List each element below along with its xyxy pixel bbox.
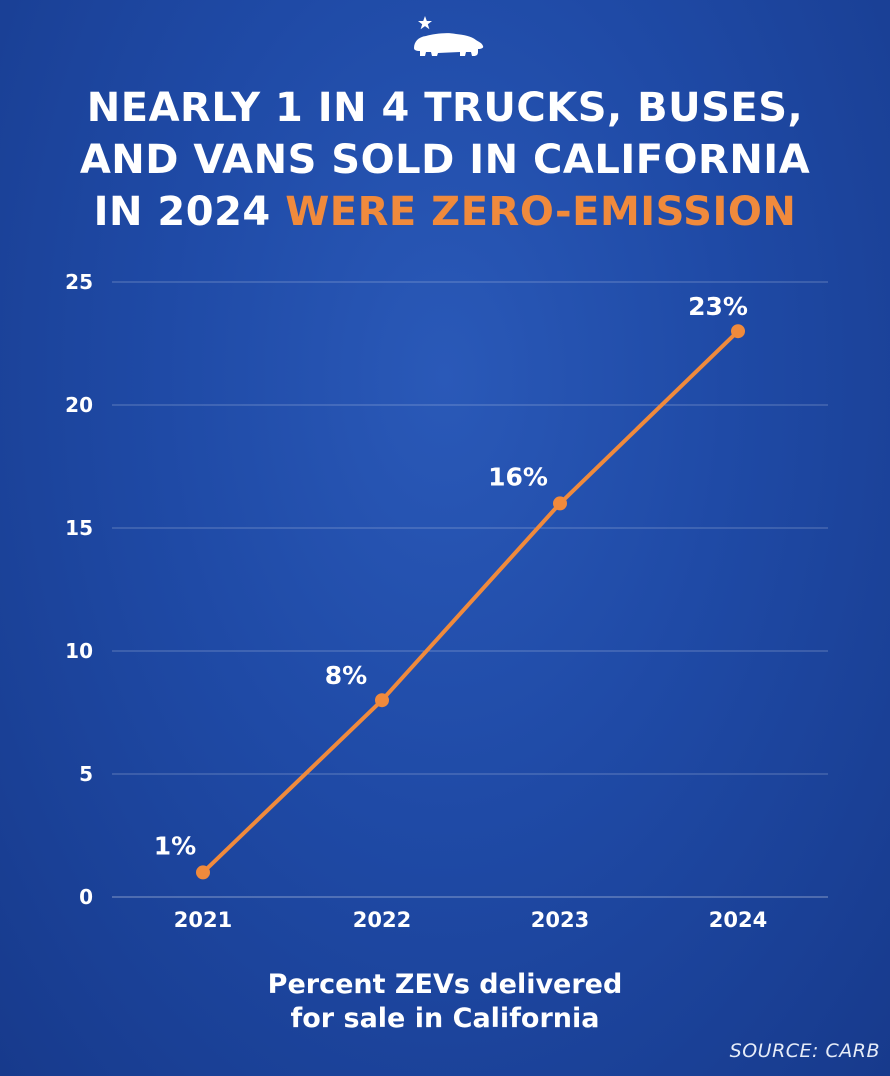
title-highlight: WERE ZERO-EMISSION [285, 189, 797, 235]
x-axis-label-line-2: for sale in California [290, 1003, 600, 1034]
source-note: SOURCE: CARB [729, 1040, 880, 1062]
title-line-3-prefix: IN 2024 [93, 189, 286, 235]
california-bear-star-icon [414, 16, 484, 56]
x-tick-label: 2024 [709, 908, 767, 932]
x-tick-label: 2021 [174, 908, 232, 932]
x-tick-label: 2022 [353, 908, 411, 932]
data-point [196, 865, 210, 880]
y-tick-label: 0 [79, 885, 93, 909]
data-point [375, 693, 389, 708]
data-label: 1% [154, 831, 196, 860]
data-point [731, 324, 745, 339]
title-line-3: IN 2024 WERE ZERO-EMISSION [0, 186, 890, 238]
x-tick-label: 2023 [531, 908, 589, 932]
series-line [201, 329, 740, 875]
data-point [553, 496, 567, 511]
title-line-1: NEARLY 1 IN 4 TRUCKS, BUSES, [86, 85, 804, 131]
title-line-2: AND VANS SOLD IN CALIFORNIA [79, 137, 811, 183]
y-tick-label: 20 [65, 393, 93, 417]
data-label: 8% [325, 661, 367, 690]
data-label: 16% [488, 462, 548, 491]
y-tick-label: 10 [65, 639, 93, 663]
y-tick-label: 25 [65, 270, 93, 294]
chart-title: NEARLY 1 IN 4 TRUCKS, BUSES, AND VANS SO… [0, 82, 890, 238]
x-axis-label: Percent ZEVs delivered for sale in Calif… [0, 968, 890, 1036]
data-label: 23% [688, 292, 748, 321]
y-tick-label: 5 [79, 762, 93, 786]
x-axis-label-line-1: Percent ZEVs delivered [267, 969, 623, 1000]
y-tick-label: 15 [65, 516, 93, 540]
